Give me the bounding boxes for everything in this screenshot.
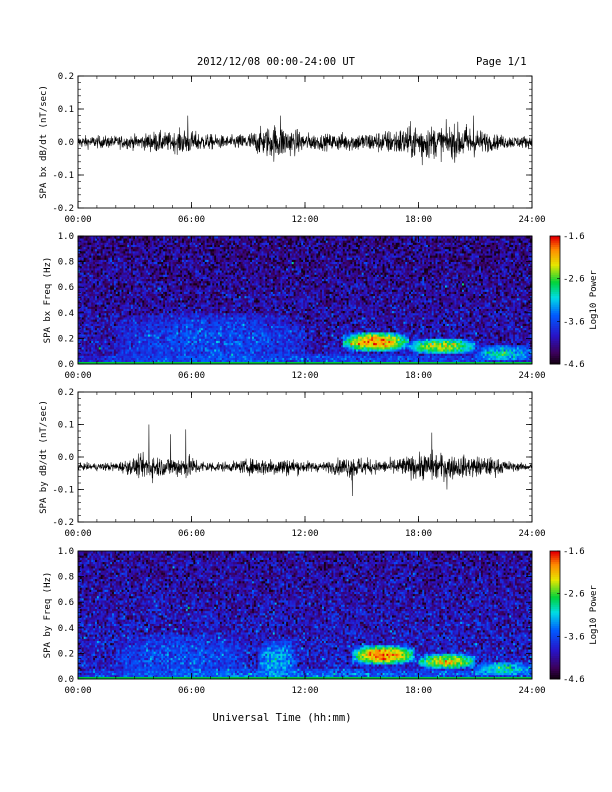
y-tick-label: 0.2 (58, 72, 74, 82)
spectrogram-cells (78, 236, 532, 364)
waveform-series (78, 116, 532, 166)
bx-spectrogram-panel: 0.00.20.40.60.81.000:00 06:00 12:00 18:00 24… (43, 232, 599, 381)
y-tick-label: 0.0 (58, 138, 74, 148)
x-tick-label: 18:00 (405, 215, 432, 225)
x-tick-label: 06:00 (178, 215, 205, 225)
y-tick-label: -0.2 (52, 204, 74, 214)
x-tick-label: 12:00 (291, 215, 318, 225)
page-number: Page 1/1 (476, 56, 527, 68)
y-tick-label: 0.1 (58, 105, 74, 115)
page-title: 2012/12/08 00:00-24:00 UT (197, 56, 356, 68)
x-tick-label: 24:00 (518, 215, 545, 225)
panel-0-ylabel: SPA bx dB/dt (nT/sec) (39, 85, 49, 199)
y-tick-label: -0.1 (52, 171, 74, 181)
bx-derivative-panel: -0.2 -0.1 0.0 0.1 0.2 00:00 06:00 12:00 18:00 24:… (39, 72, 546, 225)
x-tick-label: 00:00 (64, 215, 91, 225)
